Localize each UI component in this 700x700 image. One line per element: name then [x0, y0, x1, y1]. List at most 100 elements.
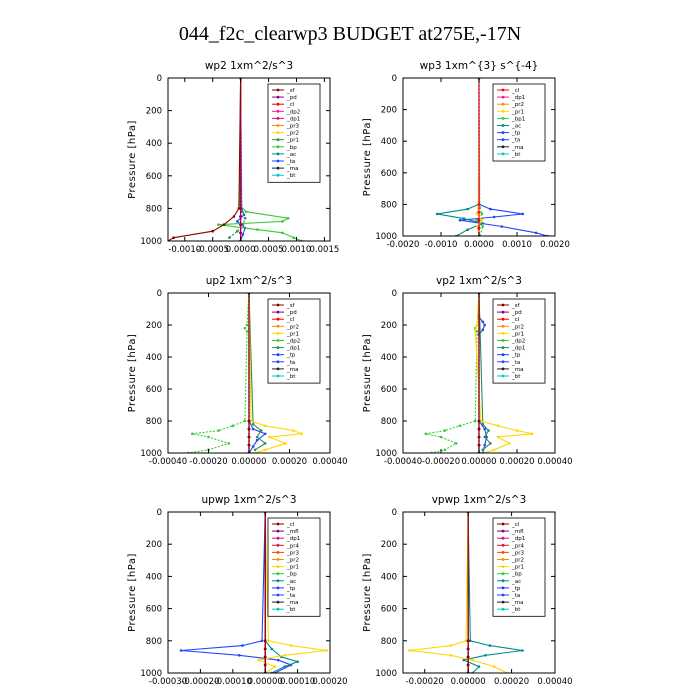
legend-marker [276, 317, 280, 321]
x-tick-label: 0.00000 [451, 677, 486, 687]
data-point [172, 236, 175, 239]
data-point [247, 443, 251, 447]
figure-title: 044_f2c_clearwp3 BUDGET at275E,-17N [179, 23, 521, 45]
y-tick-label: 400 [146, 353, 162, 363]
data-point [255, 435, 259, 439]
data-point [249, 419, 253, 423]
legend-marker [501, 600, 505, 604]
plot-frame [167, 511, 331, 674]
data-point [483, 427, 487, 431]
legend-label: _pd [286, 95, 297, 101]
x-tick-label: 0.0005 [254, 245, 284, 255]
legend-marker [501, 117, 505, 120]
legend-marker [501, 95, 505, 99]
legend-marker [276, 586, 280, 590]
panel-title: upwp 1xm^2/s^3 [202, 494, 297, 506]
y-tick-label: 0 [392, 289, 397, 299]
series-line [437, 78, 485, 236]
legend-marker [501, 551, 505, 554]
legend-marker [501, 138, 505, 142]
legend-marker [276, 522, 280, 526]
data-point [466, 207, 469, 211]
legend-label: _cl [511, 522, 520, 528]
data-point [521, 649, 524, 652]
legend-marker [501, 579, 505, 583]
legend-marker [276, 131, 280, 135]
y-tick-label: 200 [381, 321, 397, 331]
legend-label: _pr2 [511, 102, 524, 108]
legend-marker [501, 360, 505, 364]
y-tick-label: 1000 [140, 669, 162, 679]
y-axis-label: Pressure [hPa] [362, 334, 373, 413]
x-tick-label: 0.00000 [231, 457, 266, 467]
data-point [263, 639, 267, 643]
data-point [443, 448, 447, 452]
legend-label: _tp [511, 353, 521, 359]
data-point [292, 429, 295, 432]
legend-label: _pr2 [286, 558, 299, 564]
panel-title: vpwp 1xm^2/s^3 [432, 494, 527, 506]
legend-marker [501, 324, 505, 328]
legend-marker [276, 310, 280, 314]
series-line [478, 293, 492, 451]
legend-marker [501, 310, 505, 314]
legend-label: _tp [511, 131, 521, 137]
plot-frame [167, 77, 331, 242]
data-point [300, 432, 303, 436]
legend-marker [501, 88, 505, 92]
x-tick-label: -0.00030 [149, 677, 187, 687]
legend-label: _sf [286, 303, 296, 309]
panel-title: wp2 1xm^2/s^3 [205, 60, 293, 72]
legend-marker [276, 551, 280, 554]
legend-marker [276, 152, 280, 156]
legend-marker [501, 586, 505, 590]
y-tick-label: 400 [146, 139, 162, 149]
legend-marker [501, 572, 505, 576]
legend-label: _pr3 [286, 550, 300, 556]
legend-marker [501, 124, 505, 127]
y-tick-label: 800 [146, 637, 162, 647]
legend-marker [501, 109, 505, 113]
data-point [276, 658, 280, 662]
data-point [477, 226, 481, 230]
data-point [477, 427, 481, 431]
data-point [270, 647, 274, 651]
legend-label: _ta [286, 360, 295, 366]
data-point [496, 435, 500, 439]
x-tick-label: 0.00040 [537, 677, 572, 687]
legend-box [267, 83, 321, 183]
data-point [473, 328, 477, 332]
data-point [259, 429, 263, 432]
data-point [296, 660, 299, 663]
legend: _sf_pd_cl_pr2_pr1 _dp2_dp1_tp_ta_ma_bt [267, 298, 321, 384]
x-tick-label: 0.00000 [461, 457, 496, 467]
data-point [267, 639, 270, 643]
data-point [263, 432, 267, 436]
data-point [483, 443, 487, 447]
legend-label: _ma [511, 145, 523, 151]
legend-marker [501, 374, 505, 378]
data-point [484, 654, 487, 657]
chart-panel: wp3 1xm^{3} s^{-4} -0.0020 -0.0010 0.0000 0.… [362, 60, 570, 250]
legend-label: _bt [511, 374, 521, 380]
legend-label: _bp [511, 572, 522, 578]
data-point [477, 218, 481, 222]
legend-marker [501, 529, 505, 533]
legend-label: _ta [286, 593, 295, 599]
data-point [247, 419, 251, 423]
y-axis-label: Pressure [hPa] [127, 553, 138, 632]
data-point [292, 236, 296, 239]
y-tick-label: 600 [146, 385, 162, 395]
legend-marker [501, 152, 505, 156]
legend: _sf_pd_cl_pr2_pr1 _dp2_dp1_tp_ta_ma_bt [492, 298, 546, 384]
legend-label: _dp2 [511, 339, 525, 345]
y-axis-label: Pressure [hPa] [362, 553, 373, 632]
data-point [473, 419, 477, 423]
legend-marker [276, 102, 280, 106]
legend-marker [501, 543, 505, 547]
chart-panel: wp2 1xm^2/s^3-0.0010-0.00050.00000.00050… [127, 60, 339, 255]
series-line [462, 512, 523, 673]
legend-marker [501, 558, 505, 561]
data-point [239, 215, 242, 218]
data-point [515, 429, 519, 432]
